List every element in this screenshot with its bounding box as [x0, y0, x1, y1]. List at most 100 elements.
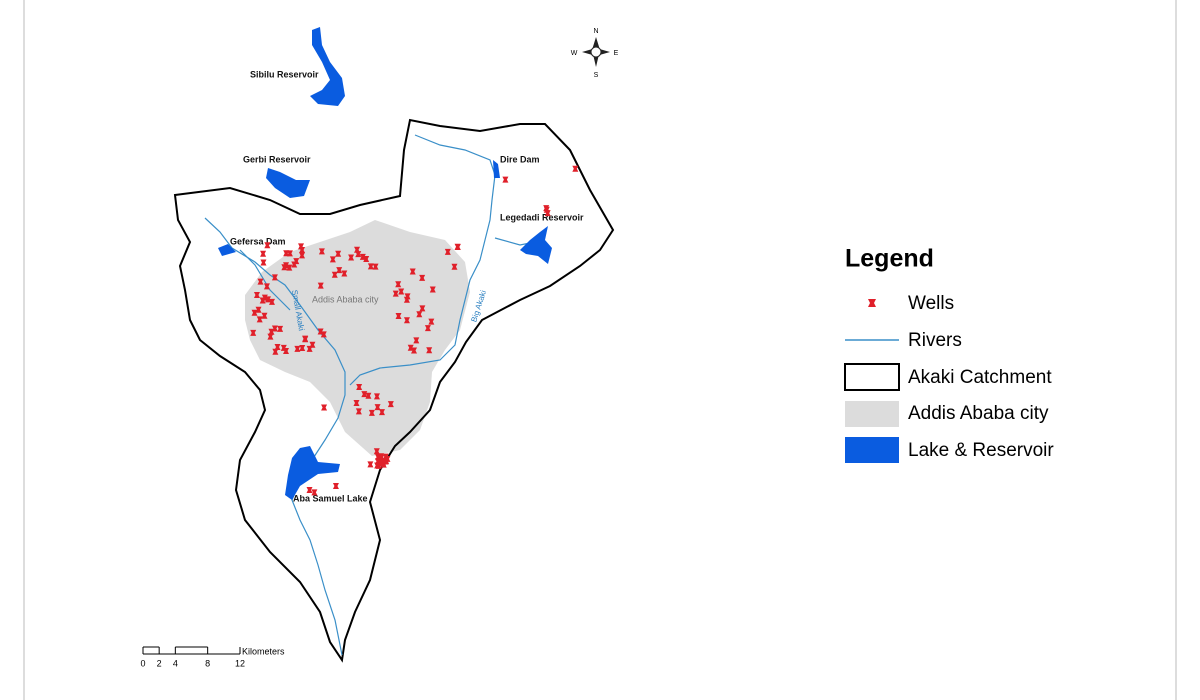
- well: [318, 248, 325, 255]
- well: [375, 454, 382, 461]
- well: [368, 409, 375, 416]
- well: [355, 408, 362, 415]
- well: [367, 461, 374, 468]
- wells: [250, 165, 579, 496]
- well: [257, 278, 264, 285]
- well: [271, 325, 278, 332]
- well: [359, 253, 366, 260]
- well: [428, 318, 435, 325]
- well: [373, 393, 380, 400]
- well: [367, 263, 374, 270]
- place-label: Aba Samuel Lake: [293, 493, 368, 503]
- legend-symbol: [845, 401, 899, 427]
- well: [348, 254, 355, 261]
- well: [426, 347, 433, 354]
- well: [365, 392, 372, 399]
- well: [451, 263, 458, 270]
- rivers: [204, 134, 536, 656]
- well: [363, 256, 370, 263]
- well: [407, 344, 414, 351]
- legend-label: Lake & Reservoir: [908, 440, 1054, 461]
- well: [419, 305, 426, 312]
- well: [374, 404, 381, 411]
- well: [281, 264, 288, 271]
- well: [263, 283, 270, 290]
- well: [277, 325, 284, 332]
- legend-label: Akaki Catchment: [908, 367, 1052, 388]
- well: [250, 329, 257, 336]
- well: [572, 165, 579, 172]
- well: [321, 404, 328, 411]
- well: [354, 246, 361, 253]
- well: [373, 448, 380, 455]
- place-label: Dire Dam: [500, 154, 540, 164]
- well: [261, 312, 268, 319]
- scale-bar: 0 2 4 8 12 Kilometers: [140, 646, 285, 668]
- compass-label: S: [594, 72, 599, 79]
- well: [264, 242, 271, 249]
- place-label: Gefersa Dam: [230, 236, 286, 246]
- scale-label: 12: [235, 658, 245, 668]
- well: [398, 288, 405, 295]
- legend-title: Legend: [845, 245, 934, 273]
- well: [372, 263, 379, 270]
- scale-unit: Kilometers: [242, 646, 285, 656]
- well: [361, 391, 368, 398]
- place-label: Gerbi Reservoir: [243, 154, 311, 164]
- legend-label: Addis Ababa city: [908, 403, 1049, 424]
- well: [336, 267, 343, 274]
- well: [260, 259, 267, 266]
- well: [256, 316, 263, 323]
- well: [341, 270, 348, 277]
- place-label: Sibilu Reservoir: [250, 69, 319, 79]
- well: [382, 458, 389, 465]
- well: [335, 250, 342, 257]
- well: [502, 176, 509, 183]
- well: [306, 345, 313, 352]
- well: [317, 328, 324, 335]
- well: [329, 256, 336, 263]
- well: [444, 248, 451, 255]
- well: [306, 486, 313, 493]
- well: [454, 244, 461, 251]
- legend-symbol: [844, 363, 900, 391]
- lakes: [218, 27, 552, 500]
- compass-label: E: [614, 50, 619, 57]
- well: [260, 250, 267, 257]
- city-area: [245, 220, 470, 456]
- compass-center: [590, 46, 602, 58]
- well: [424, 325, 431, 332]
- river: [239, 249, 291, 311]
- legend-label: Wells: [908, 293, 954, 314]
- well: [413, 337, 420, 344]
- well: [267, 333, 274, 340]
- well: [416, 311, 423, 318]
- well: [429, 286, 436, 293]
- well: [274, 344, 281, 351]
- well: [353, 400, 360, 407]
- well: [395, 281, 402, 288]
- place-label: Legedadi Reservoir: [500, 212, 584, 222]
- river: [204, 217, 346, 656]
- well: [332, 483, 339, 490]
- well: [409, 268, 416, 275]
- lake: [285, 446, 340, 500]
- well: [283, 250, 290, 257]
- compass: N S E W: [571, 28, 619, 79]
- well: [272, 348, 279, 355]
- well: [317, 282, 324, 289]
- lake: [493, 160, 500, 178]
- legend-symbol: [845, 437, 899, 463]
- well: [268, 298, 275, 305]
- scale-label: 8: [205, 658, 210, 668]
- well: [280, 344, 287, 351]
- well: [403, 317, 410, 324]
- river: [349, 134, 496, 386]
- scale-label: 0: [140, 658, 145, 668]
- lake: [266, 168, 310, 198]
- well: [253, 292, 260, 299]
- compass-label: W: [571, 50, 578, 57]
- well: [419, 274, 426, 281]
- lake: [218, 244, 236, 256]
- well: [259, 297, 266, 304]
